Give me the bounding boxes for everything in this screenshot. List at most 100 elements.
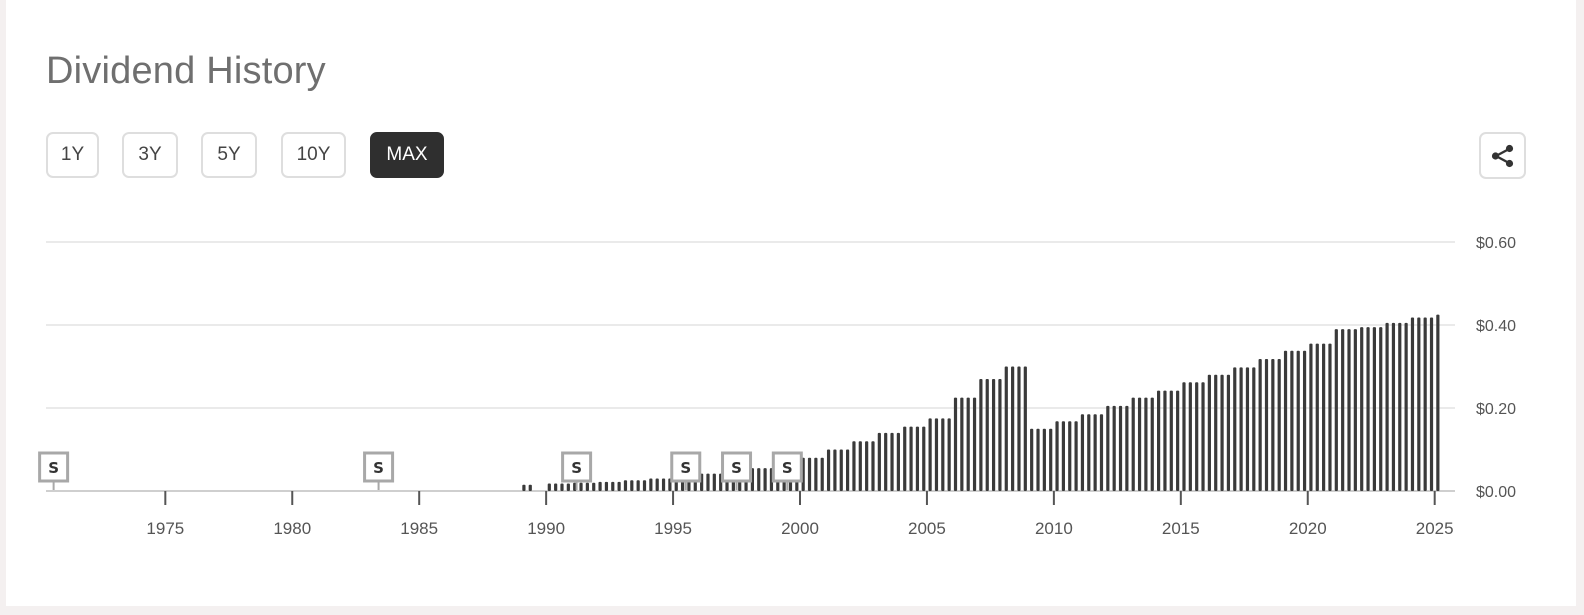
dividend-bar	[1182, 382, 1186, 491]
split-marker-label: S	[571, 459, 582, 477]
dividend-bar	[826, 449, 831, 491]
dividend-bar-chart: $0.60 $0.40 $0.20 $0.00 1975 1980 1985 1990 1995…	[38, 235, 1516, 538]
dividend-bar	[1137, 397, 1142, 491]
dividend-bar	[604, 481, 609, 491]
dividend-bar	[636, 480, 640, 491]
dividend-bar	[1322, 343, 1326, 491]
dividend-bar	[979, 378, 983, 491]
dividend-bar	[877, 432, 881, 491]
dividend-bar	[1429, 317, 1434, 491]
y-tick-label: $0.20	[1476, 401, 1516, 418]
dividend-bar	[1233, 367, 1237, 491]
range-3y-button[interactable]: 3Y	[122, 132, 178, 178]
x-tick-label: 2020	[1289, 519, 1327, 538]
dividend-bar	[1131, 397, 1135, 491]
dividend-bar	[966, 397, 970, 491]
dividend-bar	[1093, 414, 1097, 491]
dividend-bar	[1315, 343, 1319, 491]
split-marker[interactable]: S	[721, 451, 753, 490]
dividend-bar	[998, 378, 1002, 491]
dividend-bar	[1074, 421, 1078, 491]
split-marker[interactable]: S	[561, 451, 593, 490]
dividend-bar	[1144, 397, 1148, 491]
y-tick-label: $0.40	[1476, 318, 1516, 335]
dividend-bar	[1214, 374, 1218, 491]
dividend-bar	[1049, 428, 1053, 491]
dividend-bar	[1283, 350, 1288, 491]
dividend-bar	[1106, 405, 1110, 491]
dividend-bar	[1004, 366, 1008, 491]
x-tick-label: 1980	[273, 519, 311, 538]
dividend-bar	[1391, 322, 1396, 491]
share-button[interactable]	[1479, 132, 1526, 179]
dividend-bar	[1258, 359, 1262, 491]
dividend-bar	[1226, 374, 1231, 491]
dividend-bar	[592, 482, 596, 491]
dividend-bar	[1087, 414, 1091, 491]
split-marker-label: S	[782, 459, 793, 477]
split-marker-label: S	[373, 459, 384, 477]
split-marker[interactable]: S	[771, 451, 803, 490]
x-tick-label: 2025	[1416, 519, 1454, 538]
split-marker-box	[721, 451, 753, 483]
dividend-bar	[554, 483, 558, 491]
dividend-bar	[712, 473, 716, 491]
split-marker-label: S	[48, 459, 59, 477]
dividend-bar	[903, 426, 907, 491]
dividend-bar	[1239, 367, 1243, 491]
dividend-bar	[852, 441, 856, 491]
split-marker[interactable]: S	[363, 451, 395, 490]
dividend-bar	[706, 473, 710, 491]
y-tick-label: $0.60	[1476, 235, 1516, 252]
dividend-bar	[1036, 428, 1040, 491]
dividend-bar	[839, 449, 843, 491]
dividend-bar	[1353, 329, 1357, 491]
dividend-bar	[947, 418, 951, 491]
dividend-bar	[1042, 428, 1046, 491]
range-5y-button[interactable]: 5Y	[201, 132, 257, 178]
dividend-history-card: Dividend History 1Y 3Y 5Y 10Y MAX $0.60 $…	[6, 0, 1576, 606]
dividend-bar	[915, 426, 920, 491]
dividend-bar	[623, 480, 628, 491]
split-marker-box	[561, 451, 593, 483]
y-tick-label: $0.00	[1476, 484, 1516, 501]
dividend-bar	[573, 482, 577, 491]
dividend-bar	[820, 457, 824, 491]
dividend-bar	[890, 432, 894, 491]
x-tick-label: 2005	[908, 519, 946, 538]
dividend-bar	[522, 484, 526, 491]
dividend-bar	[1188, 382, 1192, 491]
dividend-bar	[1061, 421, 1065, 491]
dividend-bar	[922, 426, 926, 491]
split-marker-box	[670, 451, 702, 483]
dividend-bar	[763, 468, 767, 491]
dividend-bar	[1277, 359, 1281, 491]
dividend-bar	[585, 482, 589, 491]
split-marker-label: S	[731, 459, 742, 477]
split-marker-label: S	[680, 459, 691, 477]
dividend-bar	[1080, 414, 1085, 491]
dividend-bar	[953, 397, 958, 491]
x-tick-label: 1995	[654, 519, 692, 538]
dividend-bar	[579, 482, 583, 491]
dividend-bar	[941, 418, 945, 491]
dividend-bar	[1290, 350, 1294, 491]
dividend-bar	[1195, 382, 1199, 491]
dividend-bar	[655, 478, 659, 491]
dividend-bar	[1220, 374, 1224, 491]
dividend-bar	[1410, 317, 1415, 491]
dividend-bar	[1366, 327, 1370, 491]
dividend-bar	[1347, 329, 1351, 491]
dividend-bar	[991, 378, 996, 491]
split-marker[interactable]: S	[670, 451, 702, 490]
dividend-bar	[1099, 414, 1104, 491]
split-marker[interactable]: S	[38, 451, 70, 490]
dividend-bar	[1417, 317, 1421, 491]
range-1y-button[interactable]: 1Y	[46, 132, 99, 178]
range-10y-button[interactable]: 10Y	[281, 132, 346, 178]
share-icon	[1490, 144, 1516, 168]
split-marker-box	[363, 451, 395, 483]
dividend-bar	[649, 478, 653, 491]
dividend-bar	[1296, 350, 1300, 491]
range-max-button[interactable]: MAX	[370, 132, 444, 178]
